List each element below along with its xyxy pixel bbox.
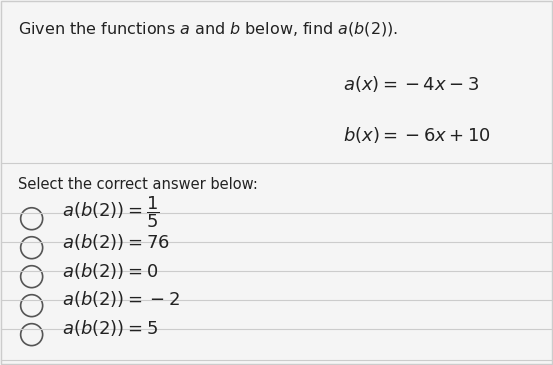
Text: $a(b(2)) = 0$: $a(b(2)) = 0$	[62, 261, 158, 281]
Text: $a(b(2)) = \dfrac{1}{5}$: $a(b(2)) = \dfrac{1}{5}$	[62, 195, 159, 230]
Text: Select the correct answer below:: Select the correct answer below:	[18, 177, 258, 192]
Text: $b(x) = -6x + 10$: $b(x) = -6x + 10$	[342, 124, 491, 145]
Text: $a(b(2)) = 76$: $a(b(2)) = 76$	[62, 231, 170, 251]
Text: Given the functions $a$ and $b$ below, find $a(b(2))$.: Given the functions $a$ and $b$ below, f…	[18, 19, 398, 38]
Text: $a(b(2)) = -2$: $a(b(2)) = -2$	[62, 289, 180, 310]
Text: $a(x) = -4x - 3$: $a(x) = -4x - 3$	[342, 74, 479, 94]
Text: $a(b(2)) = 5$: $a(b(2)) = 5$	[62, 319, 158, 338]
